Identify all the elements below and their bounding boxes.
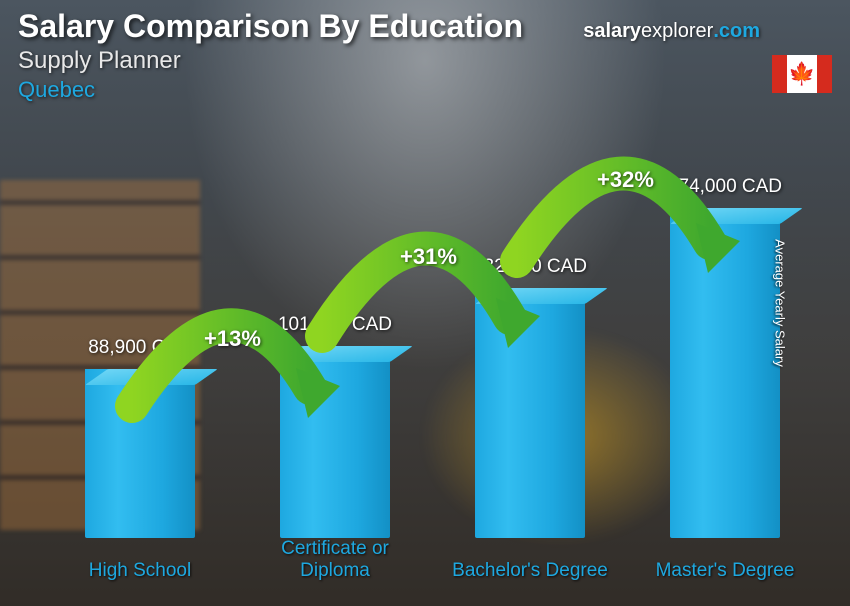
maple-leaf-icon: 🍁 <box>788 63 815 85</box>
header: Salary Comparison By Education Supply Pl… <box>18 8 523 103</box>
brand-bold: salary <box>583 20 641 42</box>
flag-center: 🍁 <box>787 55 817 93</box>
brand-logo: salaryexplorer.com <box>583 20 760 43</box>
arc-svg <box>505 141 740 271</box>
chart-title: Salary Comparison By Education <box>18 8 523 45</box>
increase-arc: +13% <box>120 296 340 416</box>
brand-rest: explorer <box>641 20 713 42</box>
chart-subtitle: Supply Planner <box>18 47 523 75</box>
y-axis-label: Average Yearly Salary <box>773 239 788 367</box>
bar-label: Bachelor's Degree <box>440 560 620 582</box>
arc-percent-label: +31% <box>400 244 457 270</box>
bar-chart: 88,900 CADHigh School101,000 CADCertific… <box>60 86 800 586</box>
canada-flag-icon: 🍁 <box>772 55 832 93</box>
bar-label: High School <box>50 560 230 582</box>
bar-label: Certificate or Diploma <box>245 538 425 582</box>
increase-arc: +32% <box>505 141 740 271</box>
chart-region: Quebec <box>18 77 523 103</box>
brand-suffix: .com <box>713 20 760 42</box>
bar-label: Master's Degree <box>635 560 815 582</box>
arc-svg <box>120 296 340 416</box>
flag-band-left <box>772 55 787 93</box>
flag-band-right <box>817 55 832 93</box>
arc-percent-label: +32% <box>597 167 654 193</box>
arc-percent-label: +13% <box>204 326 261 352</box>
